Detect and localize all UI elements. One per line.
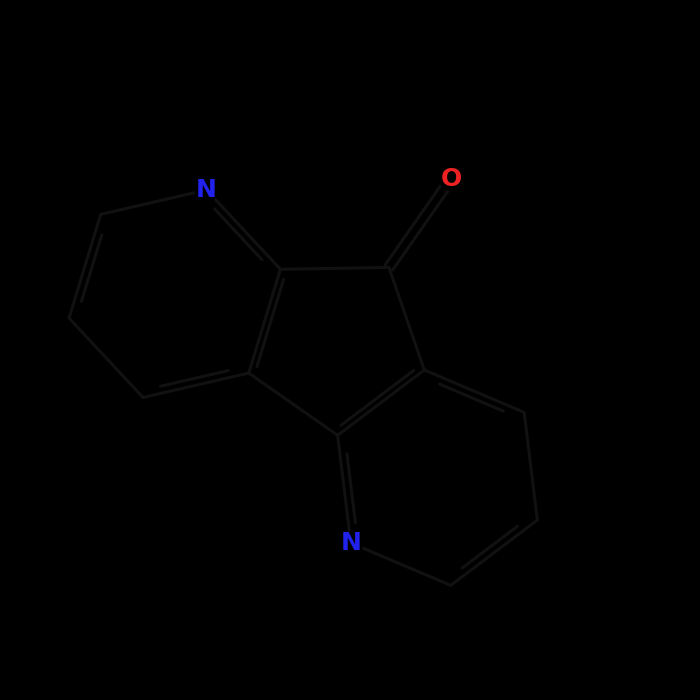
Text: O: O: [440, 167, 462, 190]
Text: N: N: [340, 531, 361, 555]
Text: N: N: [196, 178, 217, 202]
